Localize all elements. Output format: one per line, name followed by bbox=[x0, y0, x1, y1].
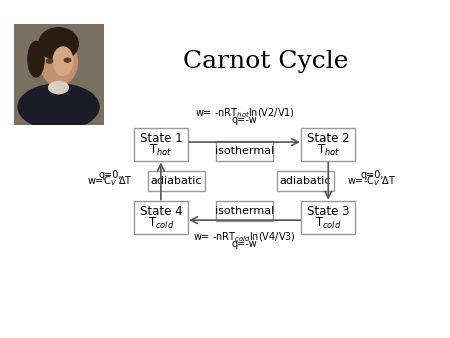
Text: adiabatic: adiabatic bbox=[280, 176, 331, 186]
Ellipse shape bbox=[46, 59, 53, 63]
Text: q=-w: q=-w bbox=[232, 239, 257, 248]
FancyBboxPatch shape bbox=[216, 201, 273, 221]
Text: State 3: State 3 bbox=[307, 204, 350, 218]
Text: w=-C$_V$ ΔT: w=-C$_V$ ΔT bbox=[347, 174, 396, 188]
Text: q=0,: q=0, bbox=[99, 170, 122, 179]
FancyBboxPatch shape bbox=[134, 201, 188, 234]
FancyBboxPatch shape bbox=[301, 128, 356, 161]
Text: Carnot Cycle: Carnot Cycle bbox=[183, 50, 348, 73]
FancyBboxPatch shape bbox=[148, 171, 205, 191]
Text: isothermal: isothermal bbox=[215, 206, 274, 216]
Text: w=C$_V$ ΔT: w=C$_V$ ΔT bbox=[87, 174, 133, 188]
Text: q=-w: q=-w bbox=[232, 115, 257, 125]
Ellipse shape bbox=[18, 84, 99, 129]
FancyBboxPatch shape bbox=[301, 201, 356, 234]
Ellipse shape bbox=[50, 75, 67, 94]
Text: T$_{cold}$: T$_{cold}$ bbox=[148, 216, 174, 231]
FancyBboxPatch shape bbox=[277, 171, 334, 191]
Ellipse shape bbox=[28, 42, 44, 77]
Text: adiabatic: adiabatic bbox=[151, 176, 202, 186]
Ellipse shape bbox=[39, 28, 78, 60]
Text: w= -nRT$_{cold}$ln(V4/V3): w= -nRT$_{cold}$ln(V4/V3) bbox=[193, 230, 296, 244]
Text: State 1: State 1 bbox=[140, 132, 182, 145]
Text: State 4: State 4 bbox=[140, 204, 182, 218]
Text: T$_{cold}$: T$_{cold}$ bbox=[315, 216, 342, 231]
Text: State 2: State 2 bbox=[307, 132, 350, 145]
Ellipse shape bbox=[53, 47, 73, 75]
Text: isothermal: isothermal bbox=[215, 146, 274, 156]
Ellipse shape bbox=[64, 58, 71, 62]
Ellipse shape bbox=[40, 39, 77, 85]
Text: w= -nRT$_{hot}$ln(V2/V1): w= -nRT$_{hot}$ln(V2/V1) bbox=[195, 106, 294, 120]
FancyBboxPatch shape bbox=[134, 128, 188, 161]
FancyBboxPatch shape bbox=[216, 141, 273, 161]
Text: q=0,: q=0, bbox=[360, 170, 383, 179]
Text: T$_{hot}$: T$_{hot}$ bbox=[317, 143, 340, 158]
Ellipse shape bbox=[49, 81, 68, 94]
Text: T$_{hot}$: T$_{hot}$ bbox=[149, 143, 172, 158]
